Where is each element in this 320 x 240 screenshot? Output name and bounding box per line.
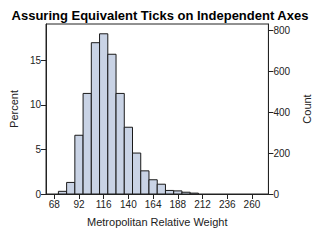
svg-text:188: 188	[169, 199, 186, 210]
svg-text:800: 800	[273, 25, 290, 36]
svg-text:116: 116	[96, 199, 112, 210]
svg-text:0: 0	[35, 189, 41, 200]
svg-text:15: 15	[30, 55, 42, 66]
svg-text:236: 236	[219, 199, 236, 210]
svg-text:5: 5	[35, 144, 41, 155]
svg-text:200: 200	[273, 148, 290, 159]
svg-text:400: 400	[273, 107, 290, 118]
svg-text:Assuring Equivalent Ticks on I: Assuring Equivalent Ticks on Independent…	[12, 8, 309, 23]
svg-text:Metropolitan Relative Weight: Metropolitan Relative Weight	[87, 216, 227, 228]
svg-text:Count: Count	[301, 94, 313, 123]
svg-text:600: 600	[273, 66, 290, 77]
svg-text:10: 10	[30, 99, 42, 110]
svg-text:212: 212	[194, 199, 211, 210]
svg-text:140: 140	[120, 199, 137, 210]
svg-text:92: 92	[73, 199, 85, 210]
svg-text:260: 260	[244, 199, 261, 210]
svg-text:164: 164	[145, 199, 162, 210]
svg-text:0: 0	[273, 189, 279, 200]
svg-text:Percent: Percent	[8, 90, 20, 128]
svg-text:68: 68	[49, 199, 61, 210]
